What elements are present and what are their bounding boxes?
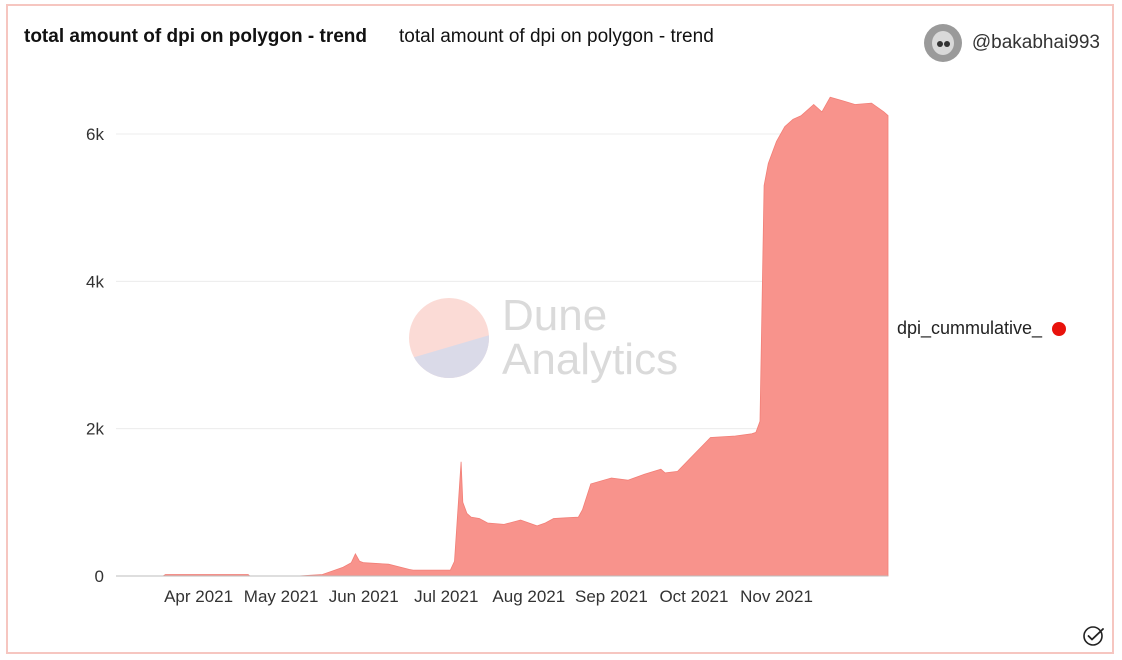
check-circle-icon[interactable] bbox=[1082, 624, 1106, 648]
x-tick-label: May 2021 bbox=[244, 587, 319, 606]
x-tick-label: Nov 2021 bbox=[740, 587, 813, 606]
x-axis-ticks: Apr 2021 May 2021 Jun 2021 Jul 2021 Aug 2021… bbox=[164, 587, 813, 606]
x-tick-label: Apr 2021 bbox=[164, 587, 233, 606]
dune-logo-icon bbox=[409, 298, 489, 378]
y-tick-label: 6k bbox=[86, 125, 104, 144]
x-tick-label: Aug 2021 bbox=[492, 587, 565, 606]
y-tick-label: 4k bbox=[86, 272, 104, 291]
legend-label[interactable]: dpi_cummulative_ bbox=[897, 318, 1043, 338]
legend-dot-icon bbox=[1052, 321, 1067, 336]
y-tick-label: 0 bbox=[95, 567, 104, 586]
x-tick-label: Jul 2021 bbox=[414, 587, 478, 606]
x-tick-label: Sep 2021 bbox=[575, 587, 648, 606]
chart-title[interactable]: total amount of dpi on polygon - trend bbox=[24, 26, 368, 47]
username[interactable]: @bakabhai993 bbox=[971, 32, 1100, 53]
dune-analytics-watermark: Dune Analytics bbox=[408, 294, 678, 382]
avatar[interactable] bbox=[923, 24, 962, 62]
chart-subtitle: total amount of dpi on polygon - trend bbox=[399, 26, 714, 47]
legend[interactable]: dpi_cummulative_ bbox=[897, 318, 1067, 339]
y-axis-ticks: 0 2k 4k 6k bbox=[86, 125, 104, 586]
watermark-line1: Dune bbox=[502, 291, 608, 340]
watermark-line2: Analytics bbox=[502, 335, 679, 384]
series-area-dpi-cummulative bbox=[116, 96, 889, 577]
x-tick-label: Jun 2021 bbox=[329, 587, 399, 606]
y-tick-label: 2k bbox=[86, 420, 104, 439]
x-tick-label: Oct 2021 bbox=[659, 587, 728, 606]
user-badge[interactable]: @bakabhai993 bbox=[923, 24, 1100, 62]
